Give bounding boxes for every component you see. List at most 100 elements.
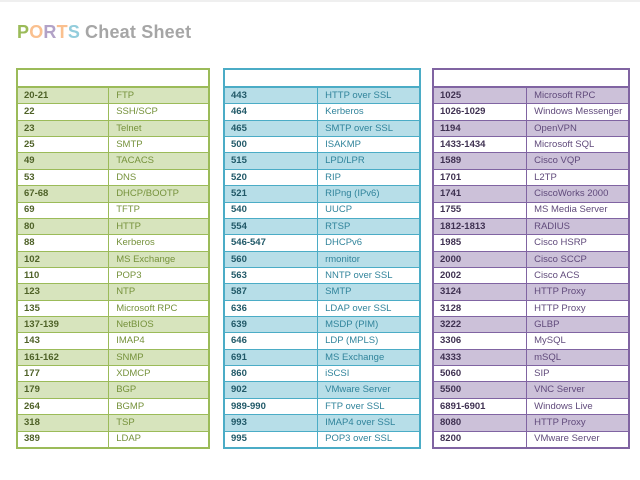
table-row: 587 SMTP <box>225 284 419 301</box>
service-cell: rmonitor <box>325 254 360 265</box>
service-cell: UUCP <box>325 205 353 215</box>
table-row: 88 Kerberos <box>18 235 208 252</box>
service-cell: SMTP over SSL <box>325 123 394 134</box>
table-row: 4333 mSQL <box>434 349 628 367</box>
table-row: 6891-6901 Windows Live <box>434 398 628 416</box>
port-cell: 22 <box>18 104 110 120</box>
service-cell: Cisco SCCP <box>534 254 587 265</box>
service-cell: LPD/LPR <box>325 156 365 166</box>
port-cell: 443 <box>225 88 319 104</box>
table-row: 500 ISAKMP <box>225 137 419 154</box>
port-cell: 53 <box>18 169 110 186</box>
port-cell: 143 <box>18 333 110 349</box>
service-cell: VMware Server <box>325 385 391 395</box>
table-row: 23 Telnet <box>18 120 208 138</box>
table-row: 636 LDAP over SSL <box>225 300 419 318</box>
table-row: 161-162 SNMP <box>18 349 208 367</box>
port-cell: 1589 <box>434 153 528 169</box>
table-row: 902 VMware Server <box>225 382 419 399</box>
table-row: 554 RTSP <box>225 218 419 236</box>
service-cell: HTTP over SSL <box>325 90 392 101</box>
port-cell: 2000 <box>434 251 528 267</box>
title-word-ports: PORTS <box>17 22 80 42</box>
title-rest: Cheat Sheet <box>85 22 192 42</box>
table-header <box>434 70 628 88</box>
table-row: 135 Microsoft RPC <box>18 300 208 318</box>
service-cell: Microsoft SQL <box>534 140 595 150</box>
page-title: PORTS Cheat Sheet <box>17 22 191 43</box>
port-cell: 1025 <box>434 88 528 104</box>
service-cell: HTTP Proxy <box>534 287 586 297</box>
port-cell: 49 <box>18 153 110 169</box>
service-cell: RADIUS <box>534 221 571 232</box>
table-row: 3124 HTTP Proxy <box>434 284 628 301</box>
table-row: 1701 L2TP <box>434 169 628 187</box>
port-cell: 1985 <box>434 235 528 251</box>
port-cell: 23 <box>18 120 110 137</box>
service-cell: TACACS <box>116 156 155 166</box>
port-cell: 646 <box>225 333 319 349</box>
port-cell: 8080 <box>434 415 528 431</box>
table-row: 1741 CiscoWorks 2000 <box>434 186 628 203</box>
service-cell: SIP <box>534 369 550 379</box>
table-row: 465 SMTP over SSL <box>225 120 419 138</box>
table-row: 53 DNS <box>18 169 208 187</box>
port-cell: 521 <box>225 186 319 202</box>
table-row: 546-547 DHCPv6 <box>225 235 419 252</box>
service-cell: BGMP <box>116 401 145 412</box>
title-letter: T <box>56 22 68 42</box>
table-row: 8200 VMware Server <box>434 431 628 447</box>
service-cell: LDAP over SSL <box>325 303 392 314</box>
table-row: 1985 Cisco HSRP <box>434 235 628 252</box>
table-row: 1755 MS Media Server <box>434 202 628 219</box>
table-row: 520 RIP <box>225 169 419 187</box>
service-cell: SSH/SCP <box>116 107 158 117</box>
port-cell: 546-547 <box>225 235 319 251</box>
table-row: 1194 OpenVPN <box>434 120 628 138</box>
port-cell: 3222 <box>434 317 528 333</box>
port-cell: 161-162 <box>18 349 110 366</box>
table-row: 264 BGMP <box>18 398 208 416</box>
table-row: 1026-1029 Windows Messenger <box>434 104 628 121</box>
service-cell: RTSP <box>325 221 351 232</box>
title-letter: O <box>29 22 44 42</box>
service-cell: SNMP <box>116 352 144 363</box>
table-row: 521 RIPng (IPv6) <box>225 186 419 203</box>
port-cell: 636 <box>225 300 319 317</box>
port-cell: 1812-1813 <box>434 218 528 235</box>
table-row: 646 LDP (MPLS) <box>225 333 419 350</box>
service-cell: NetBIOS <box>116 319 154 330</box>
service-cell: NNTP over SSL <box>325 270 393 281</box>
table-row: 49 TACACS <box>18 153 208 170</box>
port-cell: 1755 <box>434 202 528 218</box>
table-row: 137-139 NetBIOS <box>18 317 208 334</box>
port-cell: 6891-6901 <box>434 398 528 415</box>
port-cell: 563 <box>225 267 319 284</box>
port-cell: 4333 <box>434 349 528 366</box>
service-cell: FTP <box>116 90 135 101</box>
table-row: 2000 Cisco SCCP <box>434 251 628 268</box>
port-cell: 8200 <box>434 431 528 447</box>
service-cell: LDAP <box>116 434 142 444</box>
service-cell: HTTP Proxy <box>534 418 586 428</box>
service-cell: HTTP Proxy <box>534 303 586 314</box>
table-row: 179 BGP <box>18 382 208 399</box>
port-cell: 515 <box>225 153 319 169</box>
service-cell: ISAKMP <box>325 140 362 150</box>
table-row: 67-68 DHCP/BOOTP <box>18 186 208 203</box>
port-cell: 318 <box>18 415 110 431</box>
table-row: 540 UUCP <box>225 202 419 219</box>
port-cell: 1026-1029 <box>434 104 528 120</box>
port-cell: 110 <box>18 267 110 284</box>
table-row: 515 LPD/LPR <box>225 153 419 170</box>
port-cell: 691 <box>225 349 319 366</box>
service-cell: BGP <box>116 385 137 395</box>
service-cell: mSQL <box>534 352 562 363</box>
port-cell: 69 <box>18 202 110 218</box>
table-row: 5500 VNC Server <box>434 382 628 399</box>
port-cell: 123 <box>18 284 110 300</box>
port-cell: 20-21 <box>18 88 110 104</box>
table-row: 110 POP3 <box>18 267 208 285</box>
service-cell: MS Exchange <box>116 254 176 265</box>
port-cell: 5500 <box>434 382 528 398</box>
